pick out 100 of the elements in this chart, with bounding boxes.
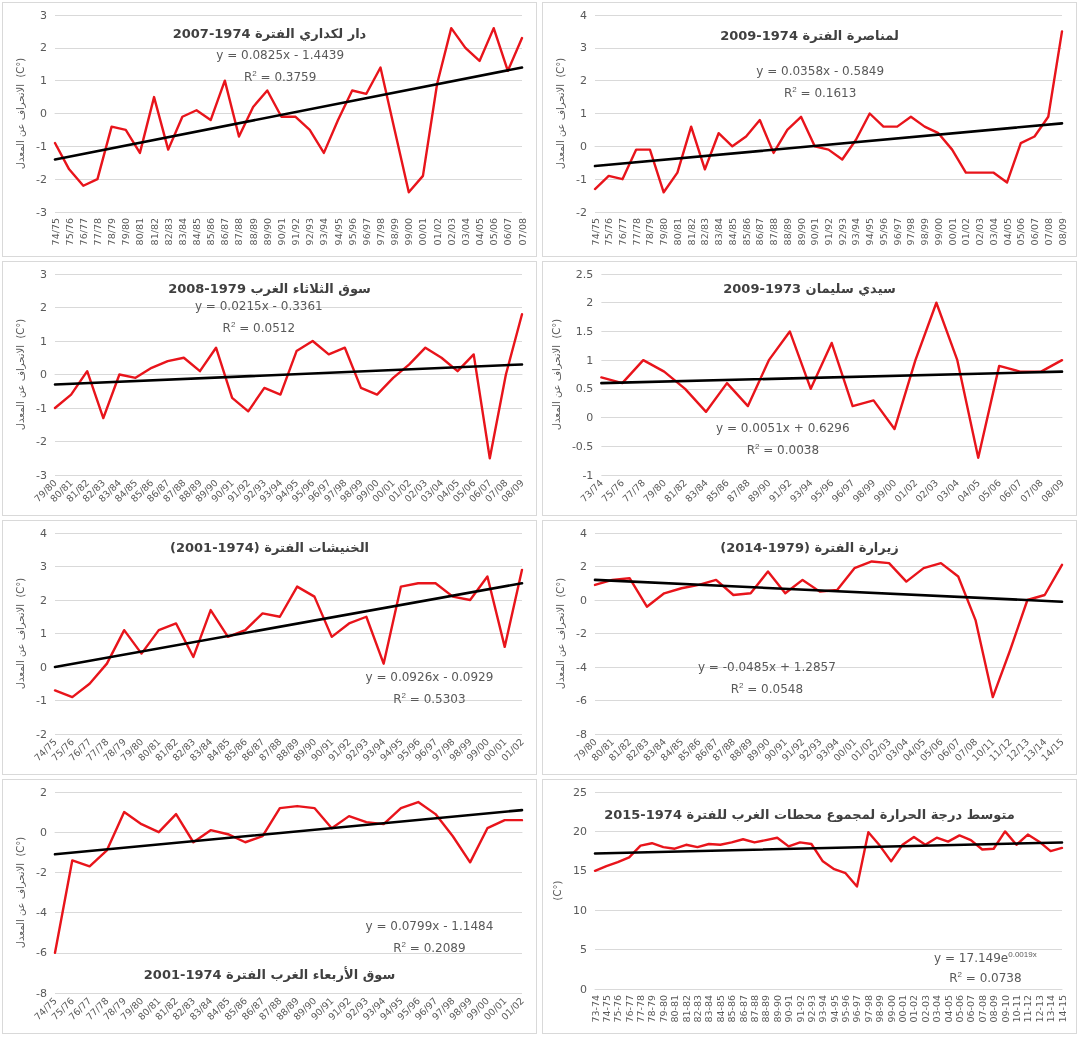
x-tick-label: 75-76 [612,995,624,1023]
x-tick-label: 04/05 [1001,218,1013,246]
text: زيرارة الفترة (1979-2014) [720,540,899,555]
annotation: y = 0.0358x - 0.5849 [756,64,885,78]
x-tick-label: 98/99 [389,218,401,246]
text: دار لكداري الفترة 1974-2007 [172,26,367,41]
x-tick-label: 85-86 [726,995,738,1023]
y-tick-label: -1 [36,401,47,415]
x-tick-label: 75/76 [603,218,615,246]
y-tick-label: -2 [36,435,47,448]
y-tick-label: 5 [580,943,587,957]
x-tick-label: 84/85 [726,218,738,246]
y-tick-label: 1 [586,353,594,367]
x-tick-label: 81-82 [680,995,692,1023]
x-tick-label: 00-01 [897,995,909,1023]
y-tick-label: -2 [36,727,47,741]
y-tick-label: 0 [580,139,587,153]
x-tick-label: 01/02 [431,218,443,246]
y-tick-label: 0 [580,593,587,607]
x-tick-label: 84/85 [191,218,203,246]
y-tick-label: 2 [580,560,587,573]
y-tick-label: 1 [40,74,47,88]
y-axis-title: الانحراف عن المعدل (C°) [14,836,26,949]
y-tick-label: -1 [36,694,47,707]
x-tick-label: 06-07 [965,995,977,1023]
y-tick-label: -4 [576,660,587,674]
x-tick-label: 78-79 [646,995,658,1023]
y-tick-label: 1.5 [575,324,594,338]
x-tick-label: 96-97 [851,995,863,1023]
y-tick-label: 1 [580,107,587,120]
x-tick-label: 90/91 [809,218,821,246]
y-axis-title: (C°) [551,880,563,901]
x-tick-label: 04-05 [942,995,954,1023]
y-tick-label: 0 [40,825,47,839]
x-tick-label: 02/03 [445,218,457,246]
text: سيدي سليمان 1973-2009 [723,281,896,296]
x-tick-label: 93-94 [817,995,829,1023]
y-tick-label: -1 [36,139,47,153]
x-tick-label: 87/88 [233,218,245,246]
x-tick-label: 98/99 [919,218,931,246]
line-series [593,830,1064,888]
y-tick-label: -0.5 [571,439,594,453]
x-tick-label: 87/88 [768,218,780,246]
x-tick-label: 77-78 [635,995,647,1023]
y-tick-label: 0 [40,368,47,381]
x-tick-label: 00/01 [417,218,429,246]
line-series [53,800,524,954]
x-tick-label: 77/78 [630,218,642,246]
x-tick-label: 96/97 [891,218,903,246]
x-tick-label: 99/00 [932,218,944,246]
x-tick-label: 94/95 [864,218,876,246]
x-tick-label: 78/79 [644,218,656,246]
x-tick-label: 86/87 [219,218,231,246]
x-tick-label: 84-85 [714,995,726,1023]
x-tick-label: 05-06 [953,995,965,1023]
y-tick-label: -1 [582,468,594,482]
x-tick-label: 74-75 [600,995,612,1023]
text: سوق الثلاثاء الغرب 1979-2008 [168,281,371,296]
y-axis-title: الانحراف عن المعدل (C°) [554,57,566,170]
x-tick-label: 77/78 [91,218,103,246]
line-series [600,301,1064,459]
x-tick-label: 96/97 [360,218,372,246]
line-series [53,313,524,460]
y-tick-label: 3 [40,267,47,281]
y-tick-label: 20 [573,824,587,838]
x-tick-label: 07/08 [1042,218,1054,246]
x-tick-label: 07-08 [976,995,988,1023]
x-tick-label: 01-02 [908,995,920,1023]
x-tick-label: 76/77 [616,218,628,246]
y-tick-label: -3 [36,205,47,219]
annotation: y = 0.0799x - 1.1484 [365,919,494,933]
x-tick-label: 82-83 [692,995,704,1023]
y-tick-label: -2 [36,172,47,186]
y-tick-label: -8 [576,727,587,741]
x-tick-label: 94-95 [828,995,840,1023]
annotation: y = -0.0485x + 1.2857 [697,660,836,674]
x-tick-label: 14-15 [1056,995,1068,1023]
x-tick-label: 94/95 [332,218,344,246]
x-tick-label: 82/83 [699,218,711,246]
x-tick-label: 83/84 [713,218,725,246]
y-tick-label: 2 [40,41,47,55]
annotation: y = 0.0825x - 1.4439 [216,48,345,62]
y-tick-label: 4 [580,8,587,22]
x-tick-label: 02/03 [974,218,986,246]
y-tick-label: 1 [40,334,47,348]
x-tick-label: 95-96 [840,995,852,1023]
x-tick-label: 91/92 [823,218,834,246]
x-tick-label: 97/98 [374,218,386,246]
x-tick-label: 99/00 [403,218,415,246]
x-tick-label: 79-80 [657,995,669,1023]
x-tick-label: 93/94 [318,218,330,246]
x-tick-label: 81/82 [148,218,160,246]
x-tick-label: 80/81 [671,218,683,246]
x-tick-label: 73-74 [589,995,601,1023]
x-tick-label: 97-98 [862,995,874,1023]
annotation: y = 0.0051x + 0.6296 [716,421,850,435]
x-tick-label: 09-10 [999,995,1011,1023]
x-tick-label: 79/80 [658,218,670,246]
y-tick-label: 2 [40,785,47,799]
x-tick-label: 74/75 [589,218,601,246]
